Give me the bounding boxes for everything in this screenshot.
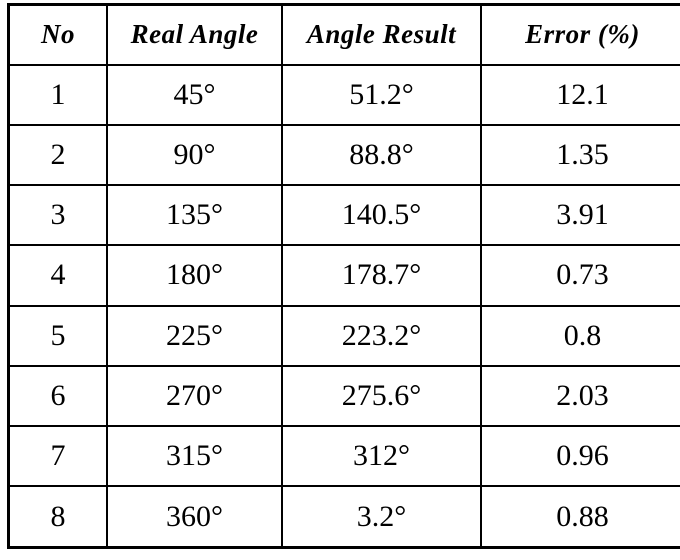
column-header-real-angle: Real Angle — [106, 3, 283, 66]
angle-error-table: No Real Angle Angle Result Error (%) 1 4… — [7, 3, 680, 549]
cell-no: 4 — [7, 244, 108, 307]
cell-error-pct: 0.73 — [480, 244, 680, 307]
table-header-row: No Real Angle Angle Result Error (%) — [7, 3, 680, 66]
cell-error-pct: 3.91 — [480, 184, 680, 247]
cell-no: 5 — [7, 304, 108, 367]
table-row: 6 270° 275.6° 2.03 — [7, 364, 680, 428]
cell-angle-result: 178.7° — [281, 244, 482, 307]
cell-real-angle: 180° — [106, 244, 283, 307]
cell-angle-result: 88.8° — [281, 123, 482, 187]
table-body: 1 45° 51.2° 12.1 2 90° 88.8° 1.35 3 135°… — [7, 63, 680, 549]
cell-error-pct: 12.1 — [480, 63, 680, 126]
cell-no: 6 — [7, 364, 108, 428]
cell-angle-result: 3.2° — [281, 485, 482, 549]
cell-no: 2 — [7, 123, 108, 187]
column-header-angle-result: Angle Result — [281, 3, 482, 66]
cell-real-angle: 90° — [106, 123, 283, 187]
cell-angle-result: 223.2° — [281, 304, 482, 367]
cell-real-angle: 135° — [106, 184, 283, 247]
cell-error-pct: 0.96 — [480, 425, 680, 488]
table-row: 8 360° 3.2° 0.88 — [7, 485, 680, 549]
cell-real-angle: 360° — [106, 485, 283, 549]
column-header-no: No — [7, 3, 108, 66]
table-row: 1 45° 51.2° 12.1 — [7, 63, 680, 126]
cell-real-angle: 45° — [106, 63, 283, 126]
cell-error-pct: 1.35 — [480, 123, 680, 187]
table-row: 7 315° 312° 0.96 — [7, 425, 680, 488]
table-row: 3 135° 140.5° 3.91 — [7, 184, 680, 247]
cell-angle-result: 275.6° — [281, 364, 482, 428]
cell-error-pct: 0.88 — [480, 485, 680, 549]
cell-real-angle: 315° — [106, 425, 283, 488]
cell-real-angle: 225° — [106, 304, 283, 367]
table-row: 4 180° 178.7° 0.73 — [7, 244, 680, 307]
cell-real-angle: 270° — [106, 364, 283, 428]
table-header: No Real Angle Angle Result Error (%) — [7, 3, 680, 66]
cell-no: 1 — [7, 63, 108, 126]
cell-no: 3 — [7, 184, 108, 247]
cell-no: 7 — [7, 425, 108, 488]
table-row: 2 90° 88.8° 1.35 — [7, 123, 680, 187]
cell-angle-result: 140.5° — [281, 184, 482, 247]
cell-angle-result: 312° — [281, 425, 482, 488]
cell-error-pct: 0.8 — [480, 304, 680, 367]
column-header-error-pct: Error (%) — [480, 3, 680, 66]
cell-angle-result: 51.2° — [281, 63, 482, 126]
table-row: 5 225° 223.2° 0.8 — [7, 304, 680, 367]
cell-error-pct: 2.03 — [480, 364, 680, 428]
cell-no: 8 — [7, 485, 108, 549]
